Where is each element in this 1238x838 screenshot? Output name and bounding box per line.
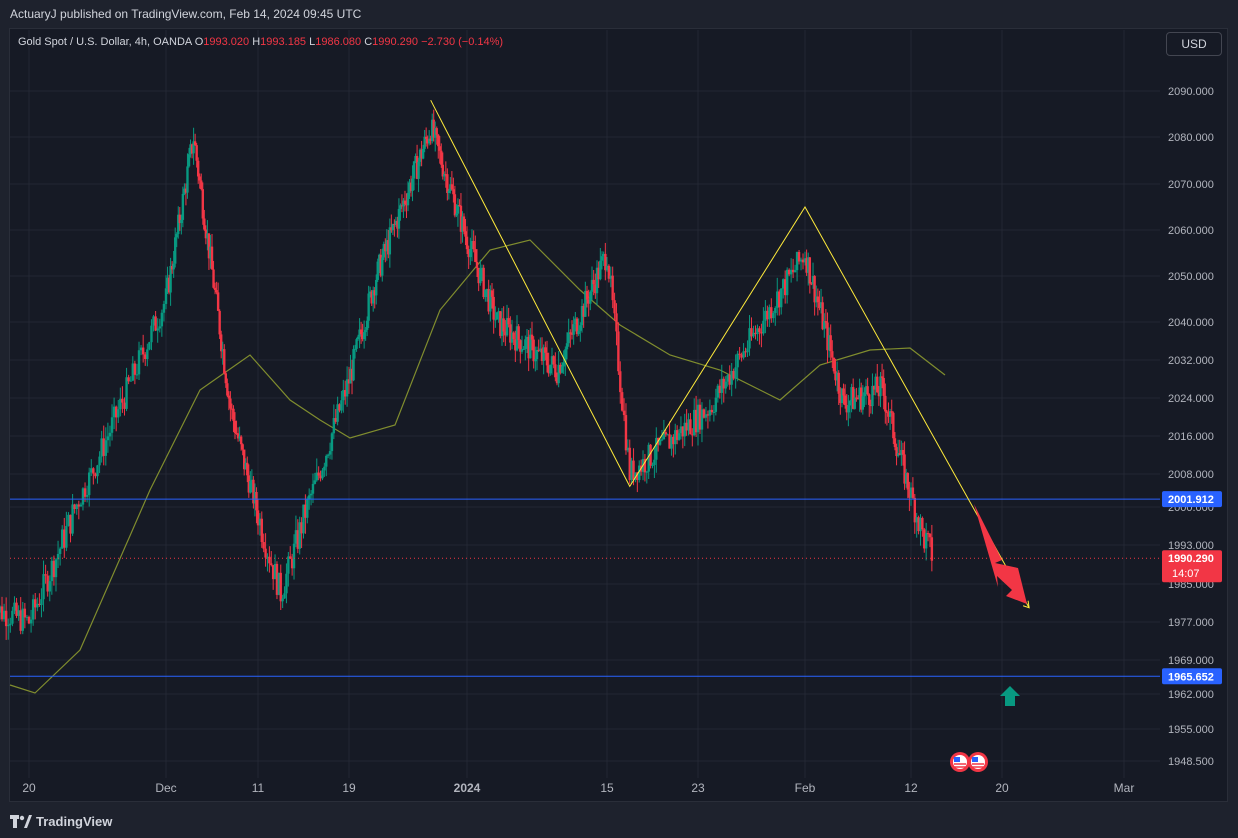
tradingview-logo-icon bbox=[10, 814, 32, 828]
candle bbox=[0, 596, 4, 622]
chart-area[interactable] bbox=[9, 28, 1228, 802]
publish-header: ActuaryJ published on TradingView.com, F… bbox=[0, 0, 1238, 28]
tradingview-brand: TradingView bbox=[36, 814, 113, 829]
symbol-legend[interactable]: Gold Spot / U.S. Dollar, 4h, OANDA O1993… bbox=[18, 36, 503, 48]
close-value: 1990.290 bbox=[372, 36, 419, 48]
change-value: −2.730 (−0.14%) bbox=[421, 36, 504, 48]
footer: TradingView bbox=[0, 804, 1238, 838]
candle bbox=[2, 603, 6, 622]
close-label: C bbox=[364, 36, 373, 48]
symbol-name[interactable]: Gold Spot / U.S. Dollar, 4h, OANDA bbox=[18, 36, 192, 48]
tradingview-logo[interactable]: TradingView bbox=[10, 814, 112, 829]
low-value: 1986.080 bbox=[315, 36, 362, 48]
open-label: O bbox=[194, 36, 204, 48]
candle bbox=[4, 597, 8, 640]
currency-button[interactable]: USD bbox=[1166, 32, 1222, 56]
high-value: 1993.185 bbox=[260, 36, 307, 48]
publish-info: ActuaryJ published on TradingView.com, F… bbox=[10, 7, 362, 21]
candle bbox=[0, 605, 2, 620]
high-label: H bbox=[252, 36, 261, 48]
low-label: L bbox=[309, 36, 316, 48]
open-value: 1993.020 bbox=[203, 36, 250, 48]
